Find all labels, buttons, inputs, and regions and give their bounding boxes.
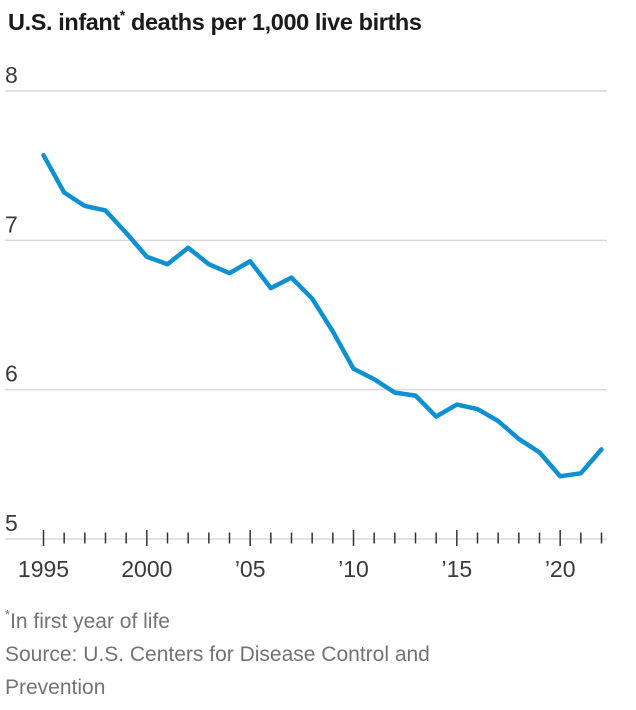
- x-axis-label: ’10: [338, 556, 369, 582]
- y-axis-label: 7: [5, 211, 18, 237]
- footnote-text: In first year of life: [10, 610, 170, 633]
- x-axis-label: ’05: [235, 556, 266, 582]
- chart-title: U.S. infant* deaths per 1,000 live birth…: [8, 7, 422, 36]
- x-axis-ticks: [42, 530, 603, 546]
- y-axis-labels: 8 7 6 5: [5, 62, 18, 536]
- title-text-end: deaths per 1,000 live births: [124, 8, 422, 35]
- y-axis-label: 5: [5, 510, 18, 536]
- footnote: *In first year of life: [5, 599, 510, 638]
- x-axis-label: ’20: [545, 556, 576, 582]
- source-text: Source: U.S. Centers for Disease Control…: [5, 643, 430, 699]
- x-axis-label: 2000: [121, 556, 172, 582]
- gridlines: [5, 90, 607, 540]
- x-axis-label: ’15: [441, 556, 472, 582]
- y-axis-label: 8: [5, 62, 18, 88]
- x-axis-labels: 1995 2000 ’05 ’10 ’15 ’20: [18, 556, 576, 582]
- title-text-start: U.S. infant: [8, 8, 120, 35]
- x-axis-label: 1995: [18, 556, 69, 582]
- title-asterisk: *: [119, 7, 126, 23]
- chart-notes: *In first year of life Source: U.S. Cent…: [5, 599, 510, 704]
- y-axis-label: 6: [5, 361, 18, 387]
- series-line: [41, 152, 604, 479]
- footnote-asterisk: *: [5, 607, 11, 622]
